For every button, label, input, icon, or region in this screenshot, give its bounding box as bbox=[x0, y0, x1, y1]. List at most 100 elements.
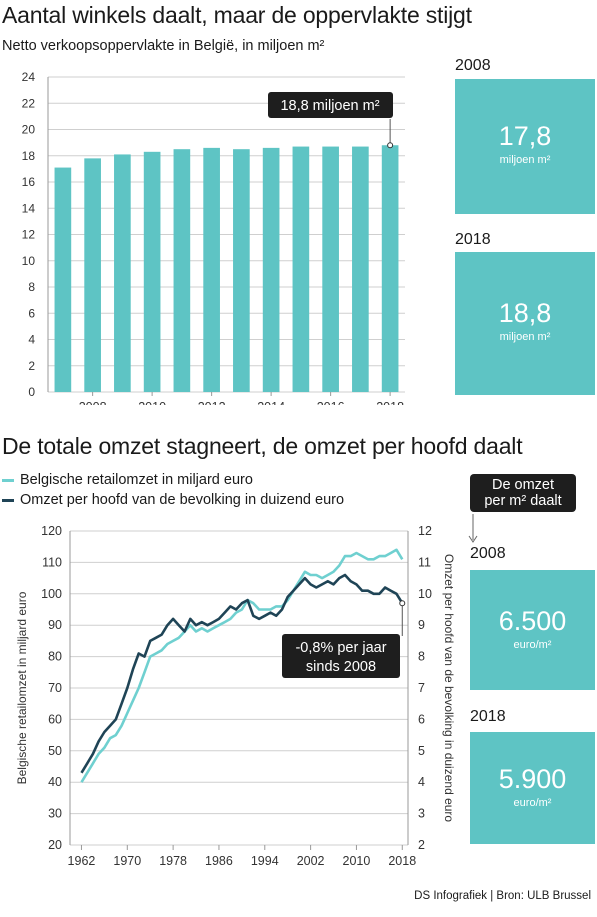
line-chart: 20 30 40 50 60 70 80 90 100 110 120 2 3 4 5 6 7 8 9 10 11 12 1… bbox=[15, 524, 455, 868]
panel-value: 6.500 bbox=[498, 606, 567, 636]
y-tick-label-right: 8 bbox=[418, 650, 425, 664]
y-tick-label-right: 7 bbox=[418, 681, 425, 695]
bar-2013 bbox=[233, 149, 250, 392]
y-tick-label: 16 bbox=[22, 175, 36, 189]
x-tick-label: 1962 bbox=[68, 854, 96, 868]
panel-unit: euro/m² bbox=[513, 797, 552, 809]
bar-2010 bbox=[143, 151, 161, 392]
panel-value: 18,8 bbox=[498, 298, 552, 328]
bar-2011 bbox=[173, 149, 191, 392]
y-tick-label: 0 bbox=[28, 385, 35, 399]
y-tick-label-left: 120 bbox=[41, 524, 62, 538]
x-tick-label: 1978 bbox=[159, 854, 187, 868]
panel-omzet-2018: 5.900 euro/m² bbox=[470, 732, 595, 844]
bar-2016 bbox=[322, 146, 339, 392]
y-tick-label-right: 3 bbox=[418, 807, 425, 821]
annotation-line-2: sinds 2008 bbox=[306, 659, 376, 675]
y-tick-label: 24 bbox=[22, 70, 36, 84]
x-tick-label: 1986 bbox=[205, 854, 233, 868]
y-tick-label-left: 50 bbox=[48, 744, 62, 758]
bar-2015 bbox=[292, 146, 310, 392]
panel-value: 5.900 bbox=[498, 764, 567, 794]
x-tick-label: 1970 bbox=[113, 854, 141, 868]
legend-item-per-capita: Omzet per hoofd van de bevolking in duiz… bbox=[2, 492, 344, 508]
bar-2018 bbox=[381, 145, 399, 392]
legend-swatch-per-capita bbox=[2, 498, 14, 502]
y-tick-label-right: 5 bbox=[418, 744, 425, 758]
y-tick-label: 2 bbox=[28, 359, 35, 373]
panel-unit: miljoen m² bbox=[499, 331, 551, 343]
y-tick-label-left: 100 bbox=[41, 587, 62, 601]
source-note: DS Infografiek | Bron: ULB Brussel bbox=[414, 890, 591, 902]
callout-line-1: De omzet bbox=[491, 477, 555, 493]
y-tick-label: 6 bbox=[28, 306, 35, 320]
legend-swatch-retail bbox=[2, 478, 14, 482]
y-tick-label-right: 12 bbox=[418, 524, 432, 538]
callout-omzet-per-m2: De omzet per m² daalt bbox=[470, 474, 576, 512]
panel-year-2008-area: 2008 bbox=[455, 57, 491, 74]
x-tick-label: 2018 bbox=[388, 854, 416, 868]
bar-chart-subtitle: Netto verkoopsoppervlakte in België, in … bbox=[2, 38, 325, 54]
bar-chart-title: Aantal winkels daalt, maar de oppervlakt… bbox=[2, 2, 472, 28]
series-line-retail bbox=[80, 548, 404, 783]
y-tick-label-right: 9 bbox=[418, 618, 425, 632]
y-tick-label-left: 90 bbox=[48, 618, 62, 632]
y-tick-label-right: 10 bbox=[418, 587, 432, 601]
x-tick-label: 2016 bbox=[317, 400, 345, 405]
x-tick-label: 2018 bbox=[376, 400, 404, 405]
y-tick-label-left: 70 bbox=[48, 681, 62, 695]
annotation-dot bbox=[387, 142, 394, 149]
panel-area-2018: 18,8 miljoen m² bbox=[455, 252, 595, 395]
y-tick-label: 12 bbox=[22, 228, 36, 242]
bar-2017 bbox=[352, 146, 369, 392]
series-line-per-capita bbox=[80, 573, 404, 774]
bar-2014 bbox=[262, 147, 280, 392]
annotation-box bbox=[282, 634, 400, 678]
x-tick-label: 2002 bbox=[297, 854, 325, 868]
annotation-line-1: -0,8% per jaar bbox=[295, 640, 386, 656]
y-tick-label-left: 80 bbox=[48, 650, 62, 664]
annotation-dot bbox=[399, 600, 406, 607]
panel-area-2008: 17,8 miljoen m² bbox=[455, 79, 595, 214]
bar-2008 bbox=[84, 158, 101, 392]
x-tick-label: 2010 bbox=[343, 854, 371, 868]
panel-omzet-2008: 6.500 euro/m² bbox=[470, 570, 595, 690]
x-tick-label: 2008 bbox=[79, 400, 107, 405]
y-tick-label-left: 20 bbox=[48, 838, 62, 852]
bar-2009 bbox=[114, 154, 131, 392]
legend-label-retail: Belgische retailomzet in miljard euro bbox=[20, 472, 253, 488]
bar-2012 bbox=[203, 147, 220, 392]
y-tick-label-right: 11 bbox=[418, 555, 431, 569]
x-tick-label: 2014 bbox=[257, 400, 285, 405]
annotation-box bbox=[268, 92, 393, 118]
y-tick-label-left: 60 bbox=[48, 712, 62, 726]
panel-year-2018-omzet: 2018 bbox=[470, 708, 506, 725]
panel-value: 17,8 bbox=[498, 121, 552, 151]
y-axis-label-right: Omzet per hoofd van de bevolking in duiz… bbox=[442, 554, 455, 822]
y-tick-label: 10 bbox=[22, 254, 36, 268]
legend-item-retail: Belgische retailomzet in miljard euro bbox=[2, 472, 253, 488]
y-tick-label: 18 bbox=[22, 149, 36, 163]
y-tick-label: 8 bbox=[28, 280, 35, 294]
annotation-label: 18,8 miljoen m² bbox=[280, 98, 379, 114]
y-tick-label-right: 2 bbox=[418, 838, 425, 852]
y-tick-label: 14 bbox=[22, 201, 36, 215]
panel-unit: euro/m² bbox=[513, 639, 552, 651]
y-tick-label-right: 4 bbox=[418, 775, 425, 789]
y-tick-label-left: 40 bbox=[48, 775, 62, 789]
panel-unit: miljoen m² bbox=[499, 154, 551, 166]
x-tick-label: 2012 bbox=[198, 400, 226, 405]
callout-line-2: per m² daalt bbox=[484, 493, 562, 509]
y-tick-label: 22 bbox=[22, 96, 36, 110]
x-tick-label: 2010 bbox=[138, 400, 166, 405]
y-tick-label-right: 6 bbox=[418, 712, 425, 726]
callout-arrow bbox=[468, 514, 478, 543]
y-tick-label: 4 bbox=[28, 333, 35, 347]
y-tick-label-left: 110 bbox=[42, 555, 62, 569]
legend-label-per-capita: Omzet per hoofd van de bevolking in duiz… bbox=[20, 492, 345, 508]
panel-year-2018-area: 2018 bbox=[455, 231, 491, 248]
y-axis-label-left: Belgische retailomzet in miljard euro bbox=[15, 591, 29, 784]
panel-year-2008-omzet: 2008 bbox=[470, 545, 506, 562]
y-tick-label-left: 30 bbox=[48, 807, 62, 821]
line-chart-title: De totale omzet stagneert, de omzet per … bbox=[2, 433, 523, 459]
